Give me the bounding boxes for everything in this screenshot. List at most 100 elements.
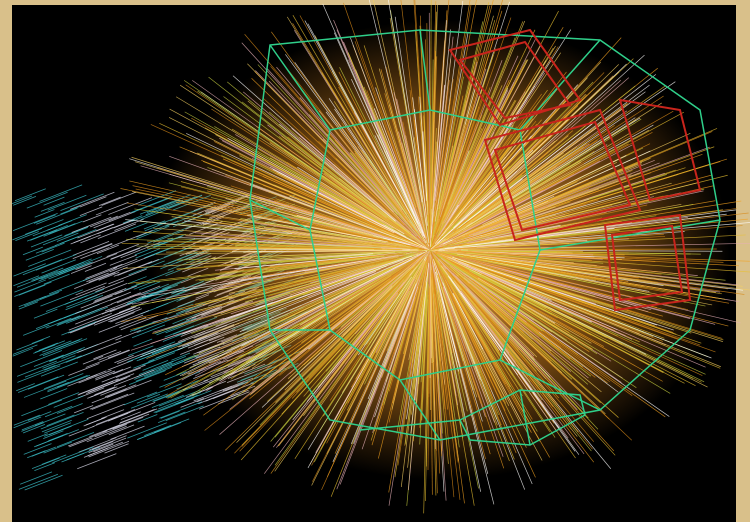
track bbox=[275, 198, 408, 243]
track bbox=[361, 276, 416, 372]
track bbox=[179, 260, 389, 316]
track bbox=[185, 84, 410, 237]
track bbox=[460, 254, 718, 299]
track bbox=[98, 314, 144, 333]
track bbox=[68, 430, 108, 447]
track bbox=[27, 411, 52, 421]
chamber bbox=[483, 108, 642, 242]
track bbox=[65, 351, 95, 363]
track bbox=[434, 257, 538, 432]
track bbox=[134, 368, 163, 380]
track bbox=[141, 254, 399, 298]
track bbox=[65, 294, 104, 311]
track bbox=[239, 250, 428, 333]
track bbox=[343, 2, 417, 210]
track bbox=[354, 152, 410, 224]
track bbox=[92, 243, 113, 253]
track bbox=[339, 298, 412, 485]
track bbox=[69, 437, 93, 448]
track bbox=[341, 270, 418, 393]
track bbox=[466, 252, 604, 264]
track bbox=[117, 348, 156, 365]
track bbox=[16, 339, 44, 351]
track bbox=[447, 275, 519, 376]
track bbox=[214, 126, 412, 240]
track bbox=[449, 157, 497, 223]
track bbox=[85, 263, 123, 279]
track bbox=[386, 151, 425, 238]
track bbox=[43, 273, 70, 285]
track bbox=[70, 191, 115, 210]
track bbox=[280, 264, 399, 322]
track bbox=[465, 153, 593, 229]
track bbox=[453, 276, 616, 456]
track bbox=[136, 349, 166, 362]
track bbox=[256, 126, 411, 237]
track bbox=[413, 137, 424, 200]
track bbox=[423, 294, 430, 514]
track bbox=[66, 294, 98, 308]
track bbox=[142, 360, 169, 371]
track bbox=[101, 364, 146, 383]
track bbox=[457, 220, 699, 248]
track bbox=[167, 249, 431, 399]
track bbox=[135, 256, 374, 285]
track bbox=[460, 139, 541, 221]
track bbox=[442, 256, 605, 347]
track bbox=[58, 214, 87, 226]
track bbox=[442, 282, 526, 490]
track bbox=[267, 269, 402, 366]
track bbox=[481, 265, 723, 339]
track bbox=[439, 261, 558, 405]
track bbox=[13, 414, 41, 426]
track bbox=[48, 432, 68, 442]
track bbox=[326, 133, 418, 237]
track bbox=[482, 273, 703, 376]
track bbox=[438, 91, 526, 237]
track bbox=[466, 117, 636, 227]
track bbox=[53, 395, 84, 408]
track bbox=[431, 65, 525, 248]
track bbox=[422, 131, 429, 216]
track bbox=[40, 412, 84, 430]
track bbox=[20, 471, 53, 485]
track bbox=[257, 255, 405, 293]
track bbox=[91, 392, 135, 410]
track bbox=[129, 180, 404, 245]
track bbox=[106, 243, 140, 258]
track bbox=[432, 110, 674, 249]
track bbox=[391, 285, 422, 410]
track bbox=[127, 276, 147, 285]
track bbox=[119, 408, 158, 424]
track bbox=[152, 227, 397, 248]
track bbox=[444, 253, 688, 311]
track bbox=[185, 235, 369, 247]
track bbox=[199, 247, 375, 250]
track bbox=[192, 254, 423, 397]
track bbox=[26, 224, 68, 242]
track bbox=[108, 424, 135, 436]
track bbox=[39, 289, 63, 300]
track bbox=[22, 246, 43, 256]
track bbox=[152, 387, 187, 402]
track bbox=[320, 181, 398, 230]
track bbox=[441, 250, 662, 275]
track bbox=[366, 289, 404, 345]
track bbox=[430, 250, 507, 404]
track bbox=[12, 195, 33, 205]
track bbox=[465, 198, 590, 240]
track bbox=[437, 291, 452, 366]
track bbox=[22, 259, 63, 276]
track bbox=[104, 443, 129, 454]
track bbox=[75, 253, 118, 271]
track bbox=[463, 277, 589, 379]
track bbox=[432, 272, 449, 386]
track bbox=[153, 391, 180, 403]
track bbox=[93, 443, 114, 453]
track bbox=[461, 289, 572, 430]
track bbox=[430, 21, 484, 248]
chamber bbox=[603, 213, 692, 312]
track bbox=[361, 278, 421, 450]
wire-edge bbox=[249, 199, 311, 231]
track bbox=[13, 416, 42, 429]
